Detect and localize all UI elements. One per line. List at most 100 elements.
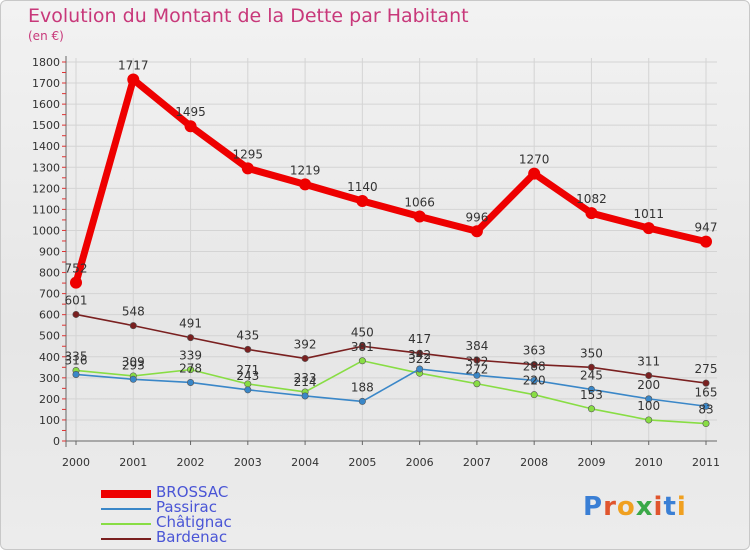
y-tick-label: 300 [39, 372, 60, 385]
y-tick-label: 1200 [32, 182, 60, 195]
legend-label: BROSSAC [156, 483, 229, 501]
grid-lines [66, 58, 717, 442]
data-label: 601 [65, 293, 88, 307]
series-line-châtignac [75, 359, 707, 425]
data-point [72, 370, 80, 378]
data-label: 1011 [633, 207, 664, 221]
data-point [301, 354, 309, 362]
y-tick-label: 0 [53, 435, 60, 448]
data-label: 243 [236, 369, 259, 383]
x-tick-label: 2010 [635, 456, 663, 469]
data-point [645, 416, 653, 424]
data-label: 100 [637, 399, 660, 413]
x-tick-label: 2005 [348, 456, 376, 469]
data-point [301, 392, 309, 400]
data-label: 350 [580, 346, 603, 360]
data-point [700, 235, 712, 248]
data-label: 363 [523, 344, 546, 358]
data-point [470, 225, 483, 238]
x-tick-label: 2000 [62, 456, 90, 469]
data-label: 83 [698, 403, 713, 417]
legend-swatch [101, 508, 151, 510]
data-label: 335 [65, 349, 88, 363]
legend-label: Passirac [156, 498, 217, 516]
data-label: 316 [65, 353, 88, 367]
y-tick-label: 1700 [32, 77, 60, 90]
data-label: 947 [695, 221, 718, 235]
y-tick-label: 900 [39, 246, 60, 259]
data-point [473, 356, 481, 364]
data-point [244, 386, 252, 394]
y-tick-label: 1800 [32, 56, 60, 69]
data-label: 1295 [233, 147, 264, 161]
data-label: 1270 [519, 153, 550, 167]
data-point [187, 366, 195, 374]
data-label: 548 [122, 305, 145, 319]
data-label: 491 [179, 317, 202, 331]
x-tick-label: 2006 [406, 456, 434, 469]
data-label: 233 [294, 371, 317, 385]
data-point [645, 372, 653, 380]
x-tick-label: 2003 [234, 456, 262, 469]
data-point [244, 345, 252, 353]
data-label: 417 [408, 332, 431, 346]
y-tick-label: 500 [39, 330, 60, 343]
data-label: 996 [465, 210, 488, 224]
data-label: 293 [122, 358, 145, 372]
data-label: 342 [408, 348, 431, 362]
x-tick-label: 2009 [577, 456, 605, 469]
y-tick-label: 1300 [32, 161, 60, 174]
logo-letter: r [603, 492, 617, 522]
data-point [358, 357, 366, 365]
data-point [473, 380, 481, 388]
data-label: 309 [122, 355, 145, 369]
proxiti-logo: Proxiti [583, 492, 687, 522]
data-point [356, 194, 369, 207]
data-label: 752 [65, 262, 88, 276]
series-line-passirac [75, 368, 707, 408]
logo-letter: i [653, 492, 664, 522]
logo-letter: o [616, 492, 636, 522]
data-point [702, 379, 710, 387]
data-point [129, 322, 137, 330]
y-tick-label: 1600 [32, 98, 60, 111]
legend-label: Bardenac [156, 528, 228, 546]
data-point [702, 420, 710, 428]
axes: 0 100 200 300 400 500 600 700 800 900 1000 1100 1200… [32, 56, 720, 469]
data-label: 271 [236, 363, 259, 377]
data-label: 165 [695, 385, 718, 399]
data-label: 220 [523, 374, 546, 388]
data-point [184, 120, 197, 133]
data-point [530, 361, 538, 369]
data-label: 272 [465, 363, 488, 377]
data-point [358, 397, 366, 405]
data-label: 392 [294, 337, 317, 351]
data-label: 1082 [576, 192, 607, 206]
data-label: 275 [695, 362, 718, 376]
y-tick-label: 1500 [32, 119, 60, 132]
series-layer [70, 73, 712, 428]
data-point [530, 391, 538, 399]
data-label: 312 [465, 354, 488, 368]
y-tick-label: 200 [39, 393, 60, 406]
data-point [358, 342, 366, 350]
data-label: 245 [580, 368, 603, 382]
data-label: 435 [236, 328, 259, 342]
y-tick-label: 100 [39, 414, 60, 427]
logo-letter: P [583, 492, 604, 522]
data-label: 288 [523, 359, 546, 373]
data-point [528, 167, 541, 180]
data-point [645, 395, 653, 403]
data-labels: 752 1717 1495 1295 1219 1140 1066 996 1270 1082 10… [65, 58, 718, 416]
data-point [587, 385, 595, 393]
data-point [416, 365, 424, 373]
y-tick-label: 600 [39, 309, 60, 322]
data-point [70, 276, 82, 289]
data-point [72, 310, 80, 318]
data-label: 1140 [347, 180, 378, 194]
series-line-brossac [72, 75, 707, 284]
data-point [702, 402, 710, 410]
x-tick-label: 2007 [463, 456, 491, 469]
y-tick-label: 1000 [32, 224, 60, 237]
